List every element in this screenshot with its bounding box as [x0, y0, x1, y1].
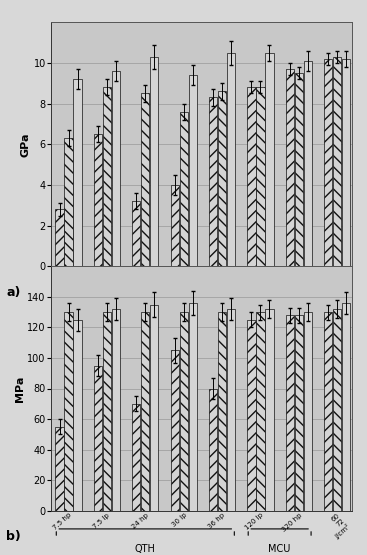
Bar: [257, 87, 265, 266]
Text: a): a): [6, 286, 21, 299]
Bar: [324, 59, 332, 266]
Bar: [65, 138, 73, 266]
Bar: [189, 303, 197, 511]
Bar: [342, 303, 350, 511]
Bar: [304, 61, 312, 266]
Bar: [209, 98, 217, 266]
Bar: [324, 312, 332, 511]
Bar: [227, 53, 235, 266]
Bar: [265, 53, 273, 266]
Bar: [141, 312, 149, 511]
Bar: [132, 201, 141, 266]
Bar: [150, 305, 159, 511]
Text: b): b): [6, 530, 21, 543]
Bar: [55, 209, 63, 266]
Bar: [179, 312, 188, 511]
Bar: [218, 92, 226, 266]
Bar: [112, 309, 120, 511]
Y-axis label: MPa: MPa: [15, 375, 25, 402]
Bar: [342, 59, 350, 266]
Bar: [141, 93, 149, 266]
Bar: [94, 134, 102, 266]
Bar: [65, 312, 73, 511]
Text: MCU: MCU: [268, 544, 291, 554]
Bar: [103, 312, 111, 511]
Bar: [295, 73, 303, 266]
Bar: [295, 315, 303, 511]
Bar: [333, 57, 341, 266]
Bar: [112, 71, 120, 266]
Bar: [189, 75, 197, 266]
Bar: [247, 320, 255, 511]
Bar: [132, 404, 141, 511]
Text: QTH: QTH: [135, 544, 156, 554]
Bar: [265, 309, 273, 511]
Bar: [73, 320, 81, 511]
Bar: [171, 350, 179, 511]
Bar: [247, 87, 255, 266]
Bar: [227, 309, 235, 511]
Bar: [55, 427, 63, 511]
Bar: [286, 315, 294, 511]
Bar: [179, 112, 188, 266]
Bar: [150, 57, 159, 266]
Bar: [333, 309, 341, 511]
Bar: [171, 185, 179, 266]
Bar: [73, 79, 81, 266]
Bar: [286, 69, 294, 266]
Bar: [103, 87, 111, 266]
Bar: [257, 312, 265, 511]
Bar: [94, 366, 102, 511]
Y-axis label: GPa: GPa: [21, 132, 31, 157]
Bar: [218, 312, 226, 511]
Bar: [209, 388, 217, 511]
Bar: [304, 312, 312, 511]
